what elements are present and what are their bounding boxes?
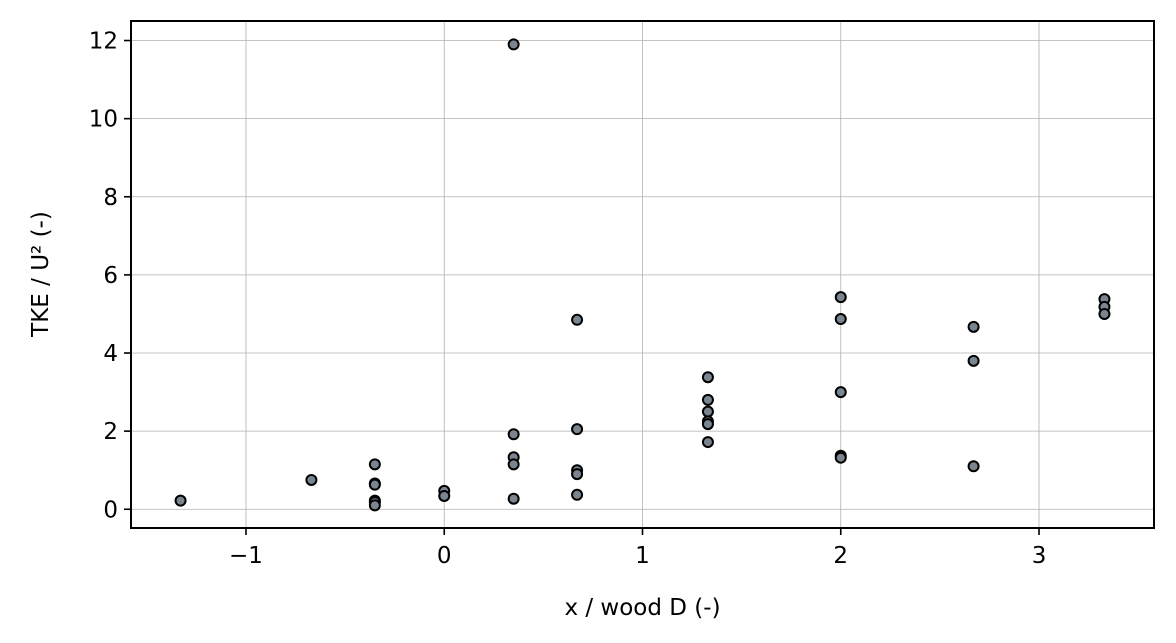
data-point [507, 428, 520, 441]
data-point [967, 354, 980, 367]
data-point [701, 393, 714, 406]
data-point [507, 458, 520, 471]
data-point [834, 291, 847, 304]
data-point [368, 458, 381, 471]
x-tick-label: 3 [1032, 543, 1047, 569]
data-point [701, 436, 714, 449]
data-point [438, 489, 451, 502]
data-point [834, 451, 847, 464]
data-point [174, 494, 187, 507]
data-point [701, 371, 714, 384]
data-point [507, 492, 520, 505]
data-point [834, 313, 847, 326]
data-point [368, 499, 381, 512]
x-tick-label: −1 [229, 543, 263, 569]
data-point [571, 313, 584, 326]
data-point [967, 320, 980, 333]
x-tick-label: 0 [437, 543, 452, 569]
y-tick-label: 8 [103, 185, 118, 211]
y-tick-label: 0 [103, 497, 118, 523]
data-point [701, 418, 714, 431]
y-tick-label: 6 [103, 263, 118, 289]
y-axis-label: TKE / U² (-) [28, 211, 54, 338]
y-tick-label: 12 [89, 29, 118, 55]
grid [131, 21, 1154, 528]
data-points [174, 38, 1111, 512]
data-point [1098, 307, 1111, 320]
data-point [368, 478, 381, 491]
data-point [834, 386, 847, 399]
data-point [571, 488, 584, 501]
data-point [571, 468, 584, 481]
data-point [305, 473, 318, 486]
data-point [571, 423, 584, 436]
x-tick-label: 1 [635, 543, 650, 569]
y-tick-label: 4 [103, 341, 118, 367]
x-axis-label: x / wood D (-) [564, 595, 720, 621]
data-point [701, 405, 714, 418]
x-tick-label: 2 [833, 543, 848, 569]
data-point [507, 38, 520, 51]
data-point [967, 460, 980, 473]
y-tick-label: 10 [89, 107, 118, 133]
y-tick-label: 2 [103, 419, 118, 445]
